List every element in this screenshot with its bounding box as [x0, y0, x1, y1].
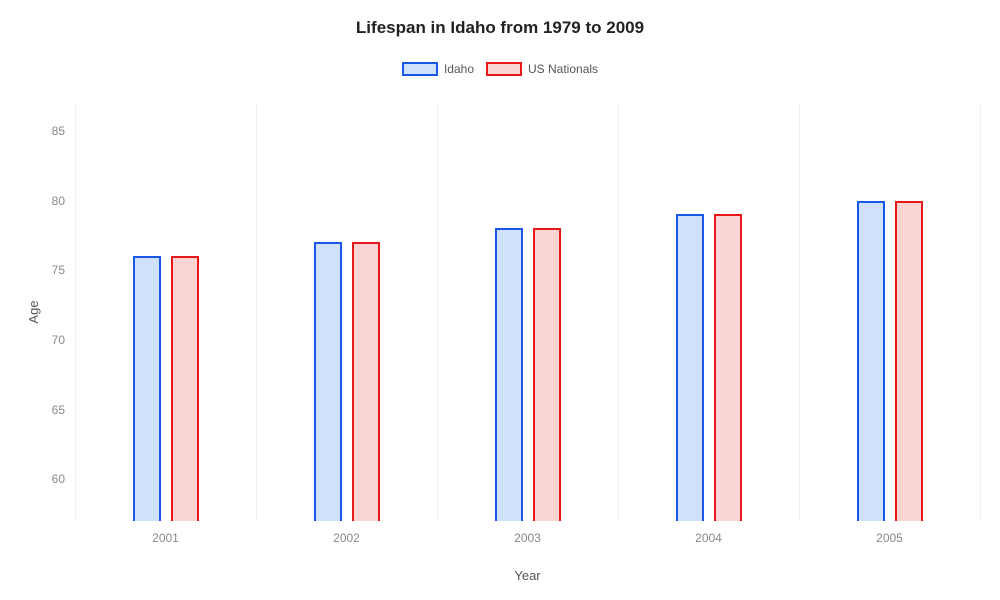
legend-item: US Nationals [486, 62, 598, 76]
x-tick-label: 2002 [333, 531, 360, 545]
gridline [980, 103, 981, 521]
chart-bar [857, 201, 885, 521]
x-tick-label: 2001 [152, 531, 179, 545]
chart-bar [352, 242, 380, 521]
y-tick-label: 85 [52, 124, 65, 138]
y-tick-label: 70 [52, 333, 65, 347]
chart-bar [314, 242, 342, 521]
y-tick-label: 75 [52, 263, 65, 277]
y-tick-label: 80 [52, 194, 65, 208]
x-tick-label: 2005 [876, 531, 903, 545]
chart-bar [533, 228, 561, 521]
chart-bar [714, 214, 742, 521]
gridline [437, 103, 438, 521]
chart-title: Lifespan in Idaho from 1979 to 2009 [0, 18, 1000, 38]
chart-bar [895, 201, 923, 521]
y-axis-label: Age [26, 300, 41, 323]
chart-bar [495, 228, 523, 521]
legend-item: Idaho [402, 62, 474, 76]
chart-bar [171, 256, 199, 521]
chart-bar [133, 256, 161, 521]
x-tick-label: 2004 [695, 531, 722, 545]
legend-swatch [486, 62, 522, 76]
gridline [75, 103, 76, 521]
x-axis-label: Year [514, 568, 540, 583]
y-tick-label: 65 [52, 403, 65, 417]
y-tick-label: 60 [52, 472, 65, 486]
gridline [256, 103, 257, 521]
gridline [799, 103, 800, 521]
plot-area: 60657075808520012002200320042005 [75, 103, 980, 521]
chart-container: Lifespan in Idaho from 1979 to 2009 Idah… [0, 0, 1000, 600]
chart-legend: Idaho US Nationals [0, 62, 1000, 76]
chart-bar [676, 214, 704, 521]
legend-label: Idaho [444, 62, 474, 76]
x-tick-label: 2003 [514, 531, 541, 545]
legend-swatch [402, 62, 438, 76]
gridline [618, 103, 619, 521]
legend-label: US Nationals [528, 62, 598, 76]
